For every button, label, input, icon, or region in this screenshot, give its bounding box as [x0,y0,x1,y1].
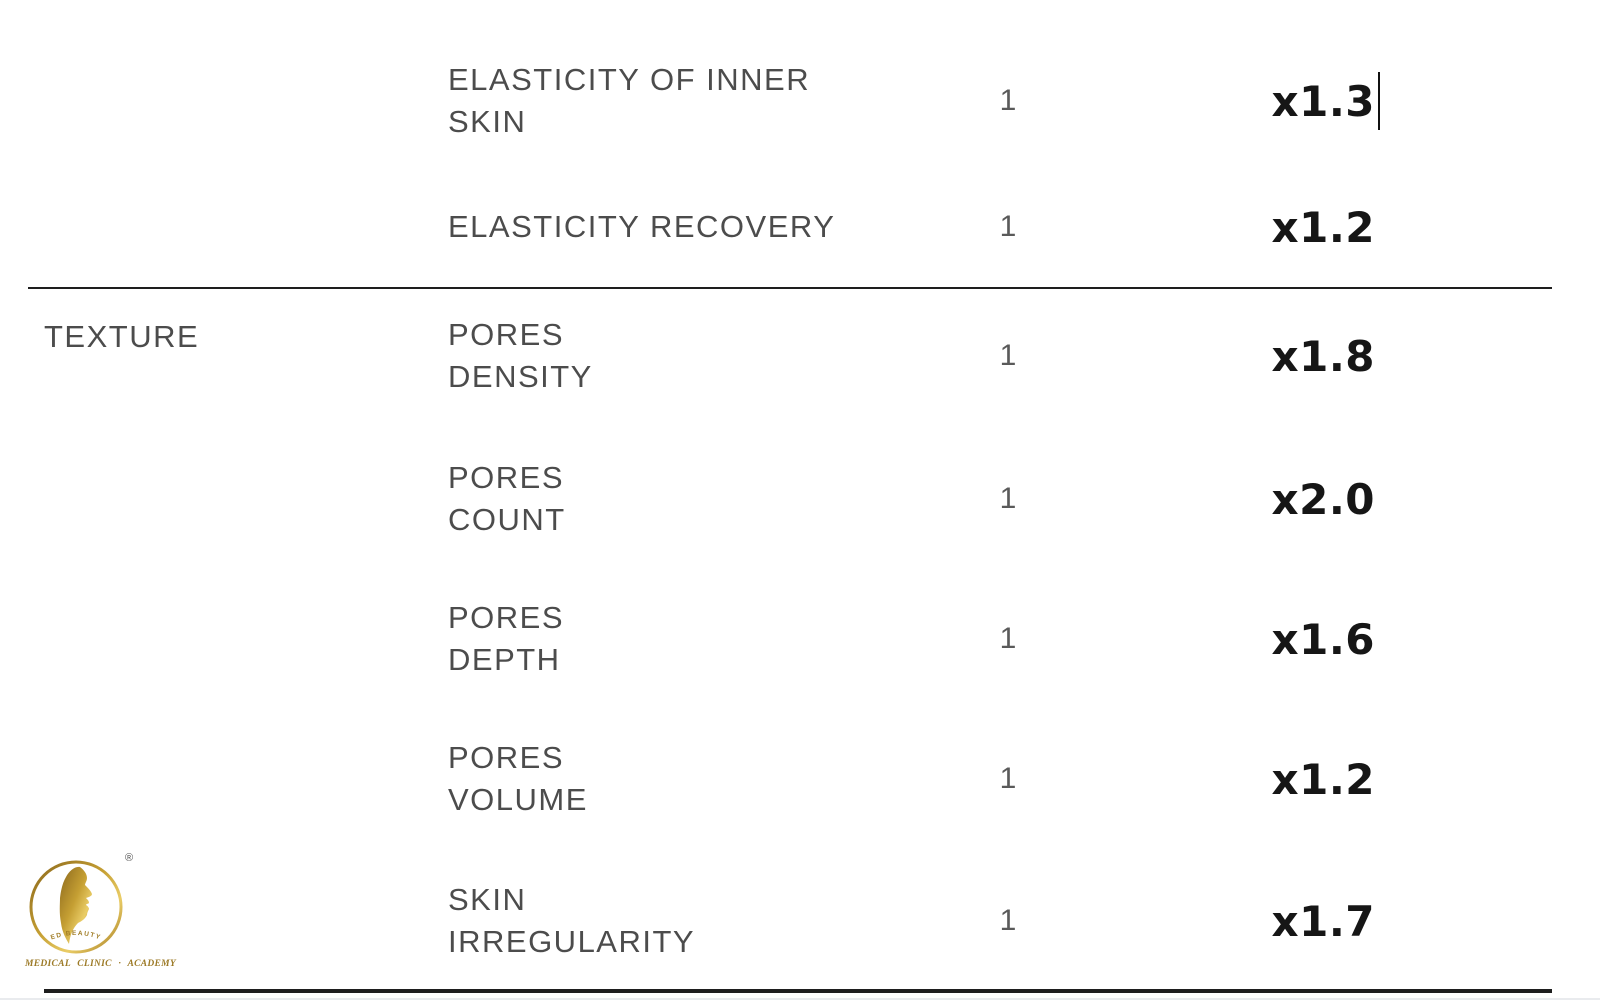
parameter-name: ELASTICITY RECOVERY [448,206,835,248]
parameter-line: IRREGULARITY [448,924,696,959]
parameter-line: ELASTICITY OF INNER [448,62,811,97]
multiplier-text: x1.7 [1271,896,1375,946]
parameter-line: PORES [448,317,565,352]
logo-circle [29,860,123,954]
table-row: ELASTICITY RECOVERY 1 x1.2 [0,162,1600,292]
table-row: PORES DEPTH 1 x1.6 [0,574,1600,704]
parameter-line: VOLUME [448,782,588,817]
face-silhouette-icon [59,866,92,944]
logo-registered-mark: ® [125,852,133,864]
parameter-name: SKIN IRREGULARITY [448,879,695,963]
table-row: PORES DENSITY 1 x1.8 [0,291,1600,421]
multiplier-text: x1.2 [1271,202,1375,252]
parameter-line: COUNT [448,502,566,537]
value-cell: 1 [999,84,1017,117]
parameter-line: PORES [448,740,565,775]
parameter-name: PORES VOLUME [448,737,588,821]
multiplier-cell[interactable]: x1.3 [1075,36,1380,166]
value-cell: 1 [999,904,1017,937]
value-cell: 1 [999,622,1017,655]
parameter-line: DEPTH [448,642,561,677]
svg-text:ED BEAUTY: ED BEAUTY [50,930,102,941]
multiplier-cell[interactable]: x1.6 [1075,574,1375,704]
parameter-line: DENSITY [448,359,593,394]
logo-brand-text: ED BEAUTY [50,930,101,941]
parameter-line: PORES [448,600,565,635]
value-cell: 1 [999,762,1017,795]
multiplier-cell[interactable]: x2.0 [1075,434,1375,564]
table-row: SKIN IRREGULARITY 1 x1.7 [0,856,1600,986]
parameter-line: SKIN [448,104,527,139]
brand-logo-icon: ® ED BEAUTY [29,852,133,954]
multiplier-text: x1.2 [1271,754,1375,804]
logo-tagline: MEDICAL CLINIC · ACADEMY [25,959,176,969]
parameter-line: ELASTICITY RECOVERY [448,209,836,244]
parameter-line: SKIN [448,882,527,917]
category-label: TEXTURE [44,319,200,354]
multiplier-cell[interactable]: x1.7 [1075,856,1375,986]
parameter-line: PORES [448,460,565,495]
text-caret [1378,72,1380,130]
section-divider-line [28,287,1552,289]
table-row: PORES COUNT 1 x2.0 [0,434,1600,564]
parameter-name: ELASTICITY OF INNER SKIN [448,59,810,143]
multiplier-cell[interactable]: x1.2 [1075,714,1375,844]
parameter-name: PORES COUNT [448,457,566,541]
value-cell: 1 [999,339,1017,372]
multiplier-text: x2.0 [1271,474,1375,524]
bottom-rule-line [44,989,1552,993]
multiplier-text: x1.8 [1271,331,1375,381]
value-cell: 1 [999,210,1017,243]
page-edge [0,998,1600,1000]
multiplier-text: x1.6 [1271,614,1375,664]
parameter-name: PORES DENSITY [448,314,593,398]
multiplier-cell[interactable]: x1.8 [1075,291,1375,421]
multiplier-text: x1.3 [1271,76,1375,126]
table-row: PORES VOLUME 1 x1.2 [0,714,1600,844]
multiplier-cell[interactable]: x1.2 [1075,162,1375,292]
parameter-name: PORES DEPTH [448,597,564,681]
table-row: ELASTICITY OF INNER SKIN 1 x1.3 [0,36,1600,166]
value-cell: 1 [999,482,1017,515]
